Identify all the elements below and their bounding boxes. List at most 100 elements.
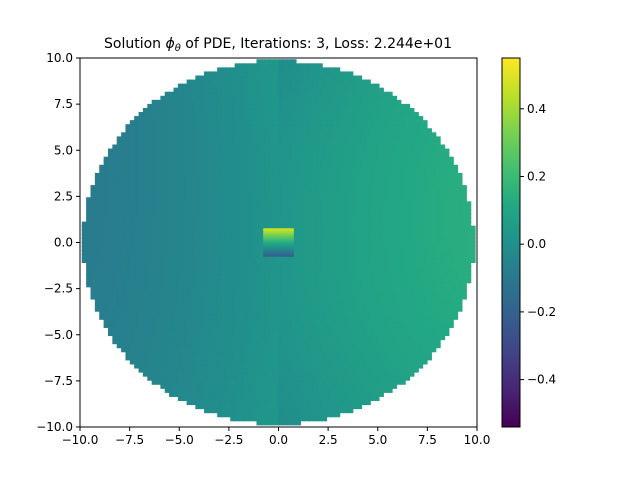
field-cell (142, 355, 149, 361)
field-cell (422, 172, 428, 178)
field-cell (190, 164, 197, 170)
field-cell (217, 347, 223, 353)
field-cell (138, 278, 144, 284)
field-cell (256, 197, 262, 203)
field-cell (173, 201, 179, 207)
field-cell (304, 233, 310, 239)
field-cell (160, 323, 166, 328)
field-cell (348, 201, 354, 207)
field-cell (138, 221, 144, 227)
field-cell (134, 254, 140, 259)
field-cell (321, 302, 328, 308)
field-cell (151, 298, 157, 304)
field-cell (265, 408, 271, 414)
field-cell (129, 164, 135, 170)
field-cell (413, 314, 419, 320)
field-cell (396, 339, 402, 345)
field-cell (116, 294, 122, 300)
field-cell (339, 379, 345, 385)
field-cell (256, 408, 262, 414)
field-cell (308, 201, 315, 207)
field-cell (317, 319, 323, 324)
field-cell (383, 254, 389, 259)
field-cell (199, 392, 205, 397)
field-cell (217, 205, 223, 211)
field-cell (370, 314, 376, 320)
field-cell (435, 209, 441, 215)
field-cell (287, 355, 293, 361)
field-cell (313, 266, 319, 272)
field-cell (291, 383, 297, 389)
field-cell (156, 241, 162, 247)
field-cell (147, 193, 153, 199)
field-cell (116, 250, 122, 255)
field-cell (164, 379, 170, 385)
field-cell (444, 213, 450, 219)
field-cell (444, 274, 450, 280)
field-cell (173, 197, 179, 203)
field-cell (225, 319, 232, 324)
field-cell (204, 343, 210, 349)
field-cell (435, 233, 441, 239)
field-cell (335, 241, 341, 247)
field-cell (313, 355, 319, 361)
field-cell (321, 160, 328, 166)
field-cell (321, 388, 328, 393)
field-cell (151, 282, 157, 288)
field-cell (422, 302, 428, 308)
field-cell (426, 290, 432, 296)
field-cell (300, 327, 306, 333)
field-cell (112, 181, 118, 186)
field-cell (195, 363, 201, 369)
field-cell (121, 314, 127, 320)
field-cell (142, 185, 149, 190)
field-cell (221, 193, 227, 199)
field-cell (199, 160, 205, 166)
field-cell (147, 266, 153, 272)
field-cell (452, 274, 459, 280)
field-cell (452, 185, 459, 190)
field-cell (182, 266, 188, 272)
field-cell (99, 274, 105, 280)
field-cell (370, 363, 376, 369)
field-cell (287, 156, 293, 162)
field-cell (365, 371, 371, 377)
field-cell (116, 323, 122, 328)
field-cell (413, 213, 419, 219)
field-cell (142, 225, 149, 231)
field-cell (439, 241, 446, 247)
field-cell (147, 278, 153, 284)
field-cell (204, 254, 210, 259)
field-cell (431, 168, 437, 174)
field-cell (182, 392, 188, 397)
field-cell (457, 262, 463, 268)
field-cell (156, 213, 162, 219)
field-cell (116, 160, 122, 166)
field-cell (313, 176, 319, 182)
field-cell (413, 290, 419, 296)
field-cell (418, 185, 424, 190)
field-cell (147, 298, 153, 304)
field-cell (291, 209, 297, 215)
field-cell (308, 282, 315, 288)
field-cell (273, 164, 280, 170)
field-cell (348, 298, 354, 304)
field-cell (321, 225, 328, 231)
field-cell (444, 258, 450, 264)
field-cell (107, 193, 114, 199)
field-cell (256, 400, 262, 406)
field-cell (142, 278, 149, 284)
field-cell (418, 172, 424, 178)
field-cell (107, 306, 114, 312)
field-cell (431, 314, 437, 320)
field-cell (247, 254, 253, 259)
field-cell (243, 181, 249, 186)
field-cell (195, 221, 201, 227)
field-cell (404, 363, 411, 369)
field-cell (142, 250, 149, 255)
field-cell (199, 266, 205, 272)
field-cell (138, 205, 144, 211)
field-cell (112, 282, 118, 288)
field-cell (391, 359, 398, 365)
field-cell (252, 319, 258, 324)
